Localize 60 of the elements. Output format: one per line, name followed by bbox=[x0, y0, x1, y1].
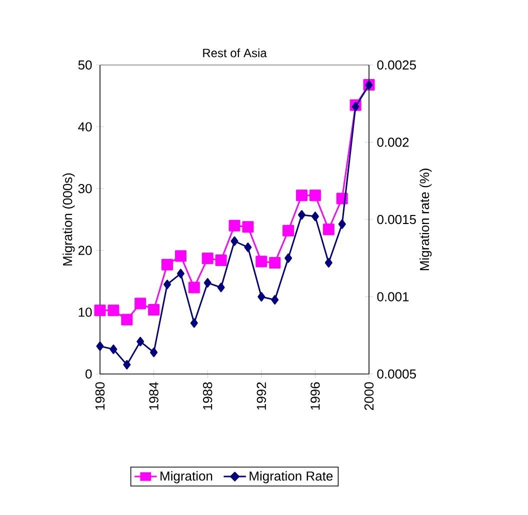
point bbox=[269, 257, 281, 269]
point bbox=[284, 253, 292, 263]
y-tick-label: 40 bbox=[78, 122, 92, 132]
x-tick-label: 2000 bbox=[364, 382, 374, 410]
point bbox=[162, 258, 173, 270]
point bbox=[164, 280, 172, 290]
y2-tick-label: 0.0015 bbox=[377, 214, 416, 224]
point bbox=[296, 190, 308, 202]
y-tick-label: 20 bbox=[78, 246, 92, 255]
point bbox=[202, 252, 214, 264]
point bbox=[271, 295, 279, 305]
y-tick-label: 50 bbox=[78, 60, 92, 70]
point bbox=[108, 304, 120, 316]
chart-title: Rest of Asia bbox=[203, 48, 267, 58]
point bbox=[230, 236, 238, 246]
point bbox=[136, 336, 144, 346]
point bbox=[309, 190, 321, 202]
point bbox=[228, 220, 240, 232]
point bbox=[217, 282, 225, 292]
x-tick-label: 1996 bbox=[310, 382, 320, 410]
point bbox=[188, 282, 200, 294]
point bbox=[174, 250, 186, 262]
x-tick-label: 1980 bbox=[95, 382, 105, 410]
legend-label: Migration bbox=[160, 471, 212, 484]
x-tick-label: 1988 bbox=[202, 382, 212, 410]
legend-label: Migration Rate bbox=[250, 471, 333, 484]
point bbox=[242, 221, 254, 233]
point bbox=[256, 256, 268, 268]
y2-axis-title: Migration rate (%) bbox=[420, 168, 432, 270]
point bbox=[204, 278, 212, 288]
point bbox=[298, 210, 306, 220]
y-tick-label: 30 bbox=[78, 184, 92, 194]
x-tick-label: 1984 bbox=[149, 382, 158, 410]
point bbox=[311, 212, 319, 222]
x-tick-label: 1992 bbox=[256, 382, 266, 410]
y-axis-title: Migration (000s) bbox=[62, 173, 75, 266]
y-tick-label: 10 bbox=[78, 308, 92, 317]
point bbox=[338, 219, 346, 229]
point bbox=[148, 304, 160, 316]
point bbox=[215, 254, 227, 266]
point bbox=[110, 344, 118, 354]
point bbox=[176, 268, 184, 278]
y-tick-label: 0 bbox=[86, 369, 92, 379]
y2-tick-label: 0.0005 bbox=[377, 369, 416, 379]
point bbox=[322, 224, 334, 236]
point bbox=[121, 314, 133, 326]
point bbox=[134, 298, 146, 310]
point bbox=[258, 292, 266, 302]
y2-tick-label: 0.0025 bbox=[377, 60, 416, 70]
y2-tick-label: 0.001 bbox=[377, 292, 409, 302]
y2-tick-label: 0.002 bbox=[377, 138, 409, 147]
point bbox=[324, 258, 332, 268]
point bbox=[150, 348, 158, 358]
point bbox=[190, 318, 198, 328]
point bbox=[96, 341, 104, 351]
point bbox=[123, 360, 131, 370]
point bbox=[352, 102, 360, 112]
point bbox=[282, 224, 294, 236]
point bbox=[244, 242, 252, 252]
point bbox=[94, 304, 106, 316]
